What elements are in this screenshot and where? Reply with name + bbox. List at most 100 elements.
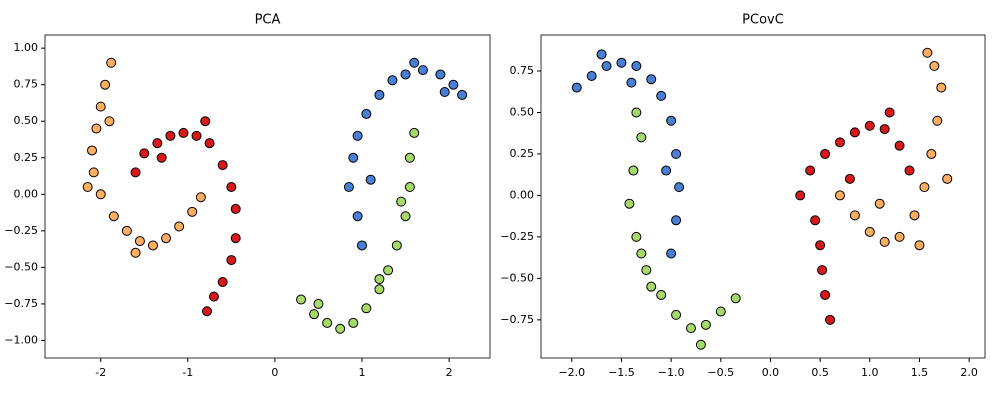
y-tick-label: 0.75 [510, 64, 535, 77]
point [217, 277, 228, 287]
point [130, 247, 141, 258]
point [95, 189, 106, 200]
point [849, 210, 860, 221]
point [909, 210, 920, 221]
point [361, 303, 372, 314]
y-tick-label: −0.50 [4, 260, 38, 273]
point [457, 89, 468, 100]
y-tick-label: −0.75 [500, 313, 534, 326]
point [810, 215, 821, 226]
y-tick-label: 0.50 [510, 105, 535, 118]
point [200, 116, 211, 127]
x-tick-label: 1 [358, 366, 365, 379]
point [586, 70, 597, 81]
point [448, 79, 459, 90]
point [352, 130, 363, 141]
point [700, 319, 711, 330]
point [91, 123, 102, 134]
point [191, 130, 202, 141]
point [730, 293, 741, 304]
point [365, 174, 376, 185]
point [152, 138, 163, 149]
point [374, 274, 385, 285]
y-tick-label: 0.00 [510, 188, 535, 201]
point [864, 120, 875, 131]
y-tick-label: 1.00 [14, 41, 39, 54]
point [904, 165, 915, 176]
point [178, 127, 189, 138]
y-tick-label: 0.75 [14, 78, 39, 91]
point [404, 182, 415, 192]
point [656, 289, 667, 300]
point [230, 203, 241, 214]
point [404, 152, 415, 163]
y-tick-label: −0.75 [4, 297, 38, 310]
point [313, 298, 324, 309]
point [671, 148, 682, 159]
point [666, 248, 677, 259]
axes-frame [44, 34, 491, 359]
y-tick-label: −1.00 [4, 333, 38, 346]
point [417, 65, 428, 76]
point [646, 74, 657, 85]
point [356, 240, 367, 251]
point [631, 107, 642, 118]
x-tick-label: -2 [95, 366, 106, 379]
point [104, 116, 115, 127]
point [844, 173, 855, 184]
chart-title: PCovC [742, 13, 784, 28]
point [343, 182, 354, 192]
point [130, 167, 141, 178]
x-tick-label: 1.5 [911, 366, 929, 379]
axes-frame [540, 34, 986, 359]
point [646, 281, 657, 292]
point [409, 127, 420, 138]
point [88, 167, 99, 178]
point [805, 165, 816, 176]
point [936, 82, 947, 93]
x-tick-label: −1.5 [608, 366, 635, 379]
x-tick-label: −2.0 [558, 366, 585, 379]
point [139, 148, 150, 159]
point [230, 233, 241, 244]
point [387, 75, 398, 86]
point [348, 152, 359, 163]
point [391, 240, 402, 251]
point [147, 240, 158, 251]
point [942, 173, 953, 184]
point [439, 87, 450, 97]
point [195, 192, 206, 203]
point [631, 231, 642, 242]
point [187, 206, 198, 217]
point [864, 226, 875, 237]
point [174, 221, 185, 232]
point [884, 107, 895, 118]
point [641, 265, 652, 276]
point [834, 190, 845, 201]
point [674, 182, 685, 193]
point [616, 57, 627, 68]
point [685, 323, 696, 334]
x-tick-label: 2 [446, 366, 453, 379]
point [208, 291, 219, 302]
point [134, 236, 145, 247]
point [695, 339, 706, 350]
point [919, 182, 930, 193]
point [374, 89, 385, 100]
chart-title: PCA [255, 13, 281, 28]
point [361, 108, 372, 119]
x-tick-label: -1 [182, 366, 193, 379]
point [396, 196, 407, 207]
x-tick-label: −0.5 [707, 366, 734, 379]
point [156, 152, 167, 163]
point [671, 215, 682, 226]
point [108, 211, 119, 222]
point [631, 61, 642, 72]
point [226, 182, 237, 192]
point [926, 148, 937, 159]
point [820, 148, 831, 159]
point [929, 61, 940, 72]
x-tick-label: 1.0 [861, 366, 879, 379]
point [601, 61, 612, 72]
